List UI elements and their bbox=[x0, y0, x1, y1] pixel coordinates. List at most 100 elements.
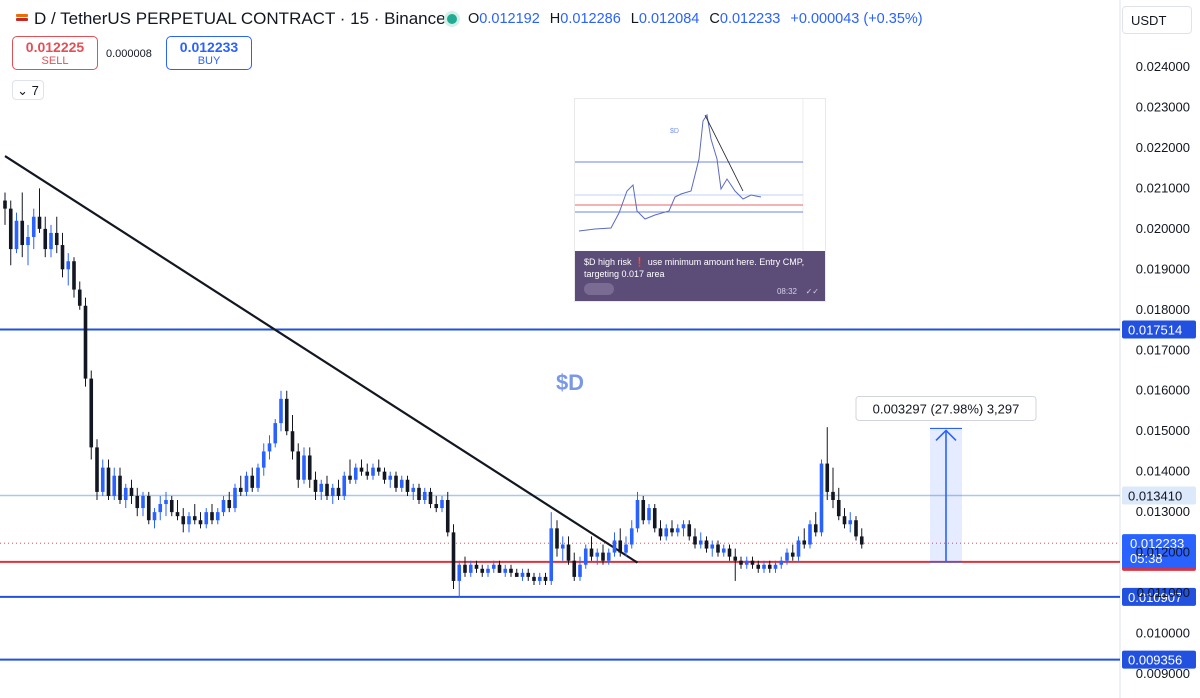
candle-body bbox=[813, 524, 818, 533]
candle-body bbox=[750, 560, 755, 565]
y-tick-label: 0.023000 bbox=[1136, 99, 1190, 114]
candle-body bbox=[773, 564, 778, 569]
candle-body bbox=[629, 528, 634, 545]
candle-body bbox=[727, 548, 732, 557]
candle-body bbox=[353, 467, 358, 480]
candle-body bbox=[825, 463, 830, 492]
candle-body bbox=[307, 455, 312, 480]
candle-body bbox=[652, 508, 657, 529]
read-receipt-icon: ✓✓ bbox=[805, 287, 819, 296]
countdown-label: 05:38 bbox=[1130, 551, 1163, 566]
y-tick-label: 0.009000 bbox=[1136, 666, 1190, 681]
candle-body bbox=[848, 520, 853, 525]
indicators-count: 7 bbox=[31, 83, 39, 98]
inset-mini-chart: $D bbox=[575, 99, 825, 251]
candle-body bbox=[762, 564, 766, 569]
candle-body bbox=[302, 455, 306, 480]
candle-body bbox=[405, 479, 410, 492]
measure-arrow-head bbox=[935, 429, 957, 442]
buy-button[interactable]: 0.012233 BUY bbox=[166, 36, 252, 70]
measure-label: 0.003297 (27.98%) 3,297 bbox=[873, 401, 1020, 416]
candle-body bbox=[325, 483, 329, 496]
symbol-title[interactable]: D / TetherUS PERPETUAL CONTRACT · 15 · B… bbox=[34, 9, 446, 28]
spread-value: 0.000008 bbox=[106, 48, 152, 60]
sell-price: 0.012225 bbox=[25, 39, 85, 55]
candle-body bbox=[330, 487, 335, 496]
message-time: 08:32 bbox=[776, 287, 797, 296]
price-level-label: 0.010907 bbox=[1128, 590, 1182, 605]
y-tick-label: 0.021000 bbox=[1136, 180, 1190, 195]
candle-body bbox=[319, 483, 324, 492]
candle-body bbox=[256, 467, 260, 488]
candle-body bbox=[152, 512, 157, 521]
price-level-tag bbox=[1122, 486, 1196, 505]
change-value: +0.000043 (+0.35%) bbox=[790, 11, 923, 27]
ohlc-readout: O0.012192 H0.012286 L0.012084 C0.012233 … bbox=[468, 11, 929, 27]
y-tick-label: 0.020000 bbox=[1136, 221, 1190, 236]
candle-body bbox=[687, 524, 692, 537]
y-tick-label: 0.014000 bbox=[1136, 464, 1190, 479]
ticker-annotation: $D bbox=[556, 370, 584, 395]
candle-body bbox=[612, 540, 617, 553]
candle-body bbox=[710, 544, 715, 549]
price-level-label: 0.009356 bbox=[1128, 653, 1182, 668]
candle-body bbox=[831, 491, 835, 500]
candle-body bbox=[468, 564, 473, 573]
y-tick-label: 0.015000 bbox=[1136, 423, 1190, 438]
trendline bbox=[4, 155, 639, 564]
y-tick-label: 0.012000 bbox=[1136, 545, 1190, 560]
candle-body bbox=[790, 552, 795, 557]
candle-body bbox=[434, 504, 439, 509]
candle-body bbox=[733, 556, 738, 561]
candle-body bbox=[779, 560, 784, 565]
candle-body bbox=[221, 499, 226, 513]
y-tick-label: 0.019000 bbox=[1136, 261, 1190, 276]
sell-button[interactable]: 0.012225 SELL bbox=[12, 36, 98, 70]
candle-body bbox=[267, 443, 272, 452]
candle-body bbox=[158, 504, 163, 513]
candle-body bbox=[503, 568, 508, 573]
candle-body bbox=[560, 544, 565, 549]
candle-body bbox=[572, 560, 577, 577]
current-price-label: 0.012233 bbox=[1130, 536, 1184, 551]
candle-body bbox=[491, 564, 496, 569]
candle-body bbox=[675, 528, 680, 533]
price-level-label: 0.017514 bbox=[1128, 322, 1182, 337]
candle-body bbox=[244, 475, 249, 492]
candle-body bbox=[537, 576, 542, 581]
candle-body bbox=[49, 232, 53, 250]
candle-body bbox=[796, 540, 801, 557]
candle-body bbox=[704, 540, 709, 549]
candle-body bbox=[175, 512, 180, 517]
low-key: L bbox=[630, 11, 639, 27]
candle-body bbox=[296, 451, 301, 480]
candle-body bbox=[210, 512, 214, 521]
candle-body bbox=[141, 495, 145, 509]
candle-body bbox=[658, 528, 663, 537]
candle-body bbox=[399, 479, 404, 488]
candle-body bbox=[624, 544, 628, 553]
indicators-toggle-button[interactable]: ⌄ 7 bbox=[12, 80, 44, 100]
candle-body bbox=[698, 540, 703, 545]
candle-body bbox=[359, 467, 364, 472]
candle-body bbox=[192, 516, 197, 521]
candle-body bbox=[606, 552, 611, 561]
candle-body bbox=[382, 471, 387, 480]
message-bubble: $D high risk ❗ use minimum amount here. … bbox=[575, 251, 825, 301]
candle-body bbox=[284, 398, 289, 432]
currency-selector[interactable]: USDT bbox=[1122, 6, 1192, 34]
candle-body bbox=[670, 528, 674, 533]
candle-body bbox=[313, 479, 318, 492]
chevron-down-icon: ⌄ bbox=[17, 83, 29, 98]
candle-body bbox=[66, 261, 71, 270]
candle-body bbox=[233, 487, 237, 509]
candle-body bbox=[31, 216, 36, 237]
candle-body bbox=[716, 544, 720, 553]
candle-body bbox=[129, 487, 134, 496]
candle-body bbox=[497, 564, 502, 573]
candle-body bbox=[83, 305, 88, 379]
candle-body bbox=[664, 528, 669, 537]
candle-body bbox=[8, 208, 13, 250]
candle-body bbox=[486, 568, 490, 573]
